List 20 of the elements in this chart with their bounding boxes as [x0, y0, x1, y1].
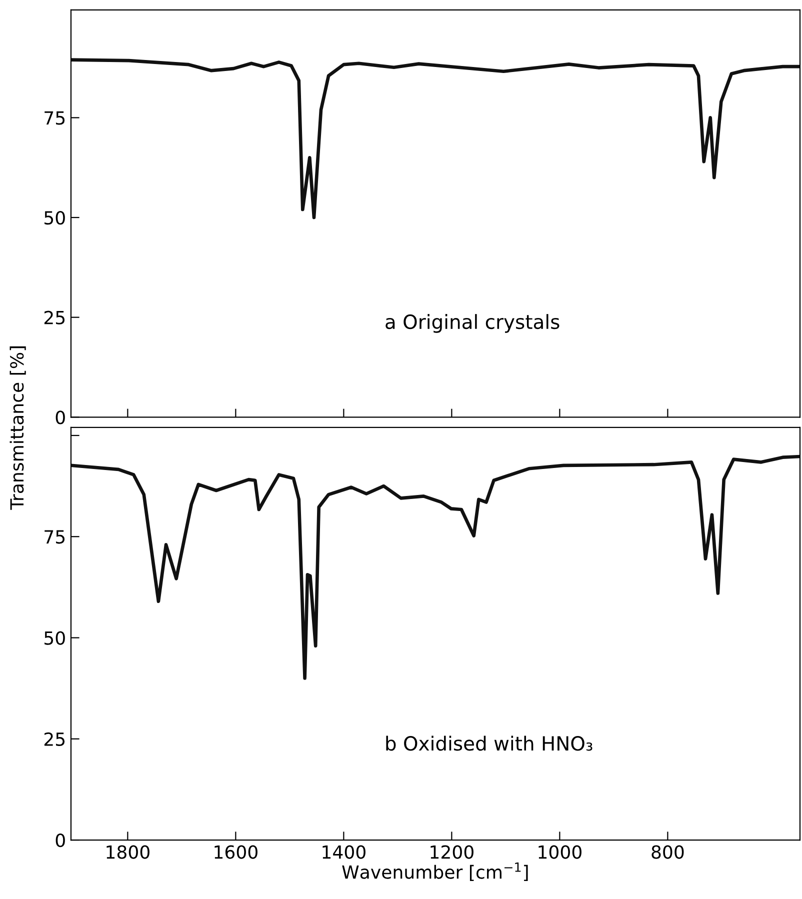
- y-tick-label: 0: [56, 833, 65, 848]
- x-tick-label: 1400: [322, 845, 366, 859]
- x-tick-label: 1800: [106, 845, 150, 859]
- y-tick-label: 75: [44, 530, 65, 544]
- line-series: [70, 58, 800, 220]
- y-tick-label: 0: [56, 410, 65, 424]
- y-tick-label: 50: [44, 210, 65, 225]
- x-tick-label: 1600: [214, 845, 258, 859]
- y-tick-label: 25: [44, 310, 65, 324]
- y-axis-title: Transmittance [%]: [10, 346, 26, 510]
- x-tick-label: 1000: [538, 845, 582, 859]
- line-series: [70, 454, 800, 680]
- x-tick-label: 1200: [430, 845, 474, 859]
- annotation: a Original crystals: [386, 314, 560, 333]
- annotation: b Oxidised with HNO₃: [386, 736, 592, 751]
- x-tick-label: 800: [652, 845, 684, 859]
- y-tick-label: 75: [44, 111, 65, 125]
- y-tick-label: 25: [44, 732, 65, 746]
- y-tick-label: 50: [44, 631, 65, 645]
- x-axis-title: Wavenumber [cm$^{−1}$]: [342, 862, 528, 882]
